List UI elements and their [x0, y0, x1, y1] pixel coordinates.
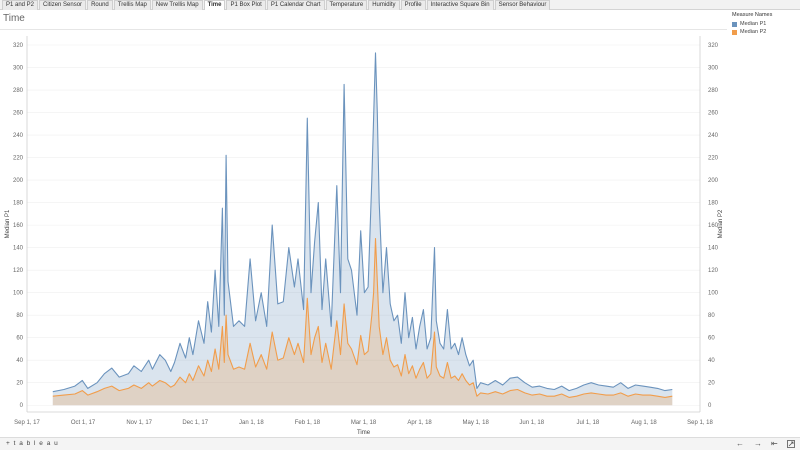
- tab-trellis-map[interactable]: Trellis Map: [113, 0, 151, 10]
- tableau-logo[interactable]: + t a b l e a u: [6, 440, 59, 447]
- y-tick-label: 40: [16, 358, 23, 364]
- tab-profile[interactable]: Profile: [400, 0, 426, 10]
- legend-label-median-p2: Median P2: [740, 29, 767, 35]
- y2-tick-label: 140: [708, 246, 719, 252]
- legend[interactable]: Measure Names Median P1 Median P2: [732, 12, 798, 36]
- y-tick-label: 160: [13, 223, 24, 229]
- y2-tick-label: 100: [708, 291, 719, 297]
- y2-tick-label: 260: [708, 111, 719, 117]
- tab-round[interactable]: Round: [87, 0, 113, 10]
- tab-time[interactable]: Time: [203, 0, 226, 10]
- y2-tick-label: 280: [708, 88, 719, 94]
- x-tick-label: Jun 1, 18: [519, 420, 544, 426]
- x-axis-title: Time: [357, 430, 371, 435]
- y2-tick-label: 40: [708, 358, 715, 364]
- y2-tick-label: 240: [708, 133, 719, 139]
- legend-title: Measure Names: [732, 12, 773, 18]
- share-icon[interactable]: [787, 440, 795, 450]
- y-tick-label: 180: [13, 201, 24, 207]
- legend-item-median-p1[interactable]: Median P1: [732, 20, 798, 28]
- y-tick-label: 220: [13, 156, 24, 162]
- tab-humidity[interactable]: Humidity: [368, 0, 400, 10]
- y-tick-label: 320: [13, 43, 24, 49]
- x-tick-label: Mar 1, 18: [351, 420, 377, 426]
- y2-tick-label: 320: [708, 43, 719, 49]
- x-tick-label: Nov 1, 17: [126, 420, 152, 426]
- y2-tick-label: 0: [708, 403, 712, 409]
- x-tick-label: Aug 1, 18: [631, 420, 657, 426]
- sheet-title: Time: [3, 13, 25, 24]
- y2-tick-label: 200: [708, 178, 719, 184]
- x-tick-label: May 1, 18: [462, 420, 489, 426]
- legend-swatch-median-p1: [732, 21, 737, 27]
- x-tick-label: Oct 1, 17: [71, 420, 96, 426]
- y-tick-label: 240: [13, 133, 24, 139]
- series-area-median-p1: [52, 52, 673, 406]
- legend-item-median-p2[interactable]: Median P2: [732, 28, 798, 36]
- series-line-median-p1: [52, 52, 673, 393]
- tab-citizen-sensor[interactable]: Citizen Sensor: [39, 0, 87, 10]
- y-tick-label: 120: [13, 268, 24, 274]
- y2-tick-label: 80: [708, 313, 715, 319]
- x-tick-label: Jan 1, 18: [239, 420, 264, 426]
- footer-toolbar: + t a b l e a u ← → ⇤: [0, 437, 800, 450]
- x-tick-label: Apr 1, 18: [407, 420, 432, 426]
- time-chart[interactable]: 0 0 20 20 40 40 60 60 80 80 100 100 120 120 140 140 160 1…: [0, 30, 728, 435]
- y2-tick-label: 300: [708, 66, 719, 72]
- tab-p1-and-p2[interactable]: P1 and P2: [2, 0, 39, 10]
- y-tick-label: 20: [16, 381, 23, 387]
- y-tick-label: 300: [13, 66, 24, 72]
- y-tick-label: 0: [20, 403, 24, 409]
- y2-tick-label: 60: [708, 336, 715, 342]
- y2-tick-label: 20: [708, 381, 715, 387]
- y-tick-label: 200: [13, 178, 24, 184]
- y2-tick-label: 120: [708, 268, 719, 274]
- x-tick-label: Sep 1, 18: [687, 420, 713, 426]
- y-tick-label: 80: [16, 313, 23, 319]
- tab-p1-calendar-chart[interactable]: P1 Calendar Chart: [266, 0, 325, 10]
- series-line-median-p2: [52, 238, 673, 398]
- y-tick-label: 100: [13, 291, 24, 297]
- x-tick-label: Sep 1, 17: [14, 420, 40, 426]
- tab-interactive-square-bin[interactable]: Interactive Square Bin: [426, 0, 494, 10]
- x-tick-label: Feb 1, 18: [295, 420, 321, 426]
- tab-new-trellis-map[interactable]: New Trellis Map: [151, 0, 203, 10]
- y2-tick-label: 160: [708, 223, 719, 229]
- back-icon[interactable]: ←: [736, 439, 744, 448]
- legend-label-median-p1: Median P1: [740, 21, 767, 27]
- y-tick-label: 280: [13, 88, 24, 94]
- y-tick-label: 260: [13, 111, 24, 117]
- x-tick-label: Jul 1, 18: [576, 420, 599, 426]
- y-axis-title: Median P1: [5, 209, 11, 238]
- y2-axis-title: Median P2: [718, 209, 724, 238]
- sheet-tab-bar: P1 and P2 Citizen Sensor Round Trellis Map N…: [0, 0, 800, 10]
- tab-sensor-behaviour[interactable]: Sensor Behaviour: [494, 0, 551, 10]
- first-page-icon[interactable]: ⇤: [771, 439, 778, 448]
- y-tick-label: 140: [13, 246, 24, 252]
- title-divider: [0, 29, 727, 30]
- forward-icon[interactable]: →: [754, 439, 762, 448]
- tab-temperature[interactable]: Temperature: [325, 0, 368, 10]
- tab-p1-box-plot[interactable]: P1 Box Plot: [226, 0, 266, 10]
- y2-tick-label: 180: [708, 201, 719, 207]
- y2-tick-label: 220: [708, 156, 719, 162]
- series-area-median-p2: [52, 238, 673, 406]
- legend-swatch-median-p2: [732, 29, 737, 35]
- y-tick-label: 60: [16, 336, 23, 342]
- x-tick-label: Dec 1, 17: [182, 420, 208, 426]
